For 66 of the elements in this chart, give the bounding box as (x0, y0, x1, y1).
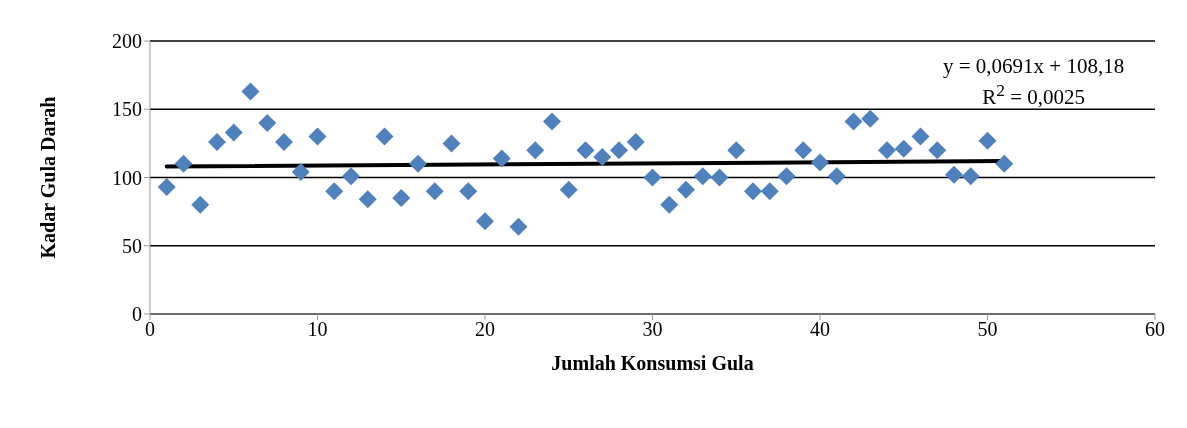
point (157, 178, 176, 197)
point (409, 154, 427, 173)
y-tick-label: 200 (112, 30, 142, 53)
y-axis-title: Kadar Gula Darah (37, 96, 60, 259)
y-tick-label: 100 (112, 166, 142, 189)
point (476, 212, 494, 231)
point (811, 153, 829, 172)
annotation: R$^{2}$ = 0,0025 (981, 79, 1086, 109)
x-tick-label: 60 (1145, 318, 1165, 341)
point (543, 112, 561, 131)
point (425, 182, 444, 201)
point (208, 133, 226, 152)
point (878, 141, 896, 160)
point (945, 165, 963, 184)
y-tick-label: 0 (132, 303, 142, 326)
y-tick-label: 50 (122, 234, 142, 257)
point (693, 167, 712, 186)
point (291, 163, 310, 182)
x-tick-label: 30 (642, 318, 663, 341)
point (459, 182, 478, 201)
point (392, 188, 411, 207)
annotation: y = 0,0691x + 108,18 (943, 54, 1125, 78)
point (710, 168, 729, 187)
point (258, 113, 277, 132)
point (442, 134, 461, 153)
point (174, 154, 193, 173)
point (626, 133, 645, 152)
point (911, 127, 930, 146)
point (978, 131, 997, 150)
point (593, 148, 612, 167)
x-tick-label: 10 (307, 318, 328, 341)
point (727, 141, 746, 160)
x-axis-title: Jumlah Konsumsi Gula (551, 352, 754, 374)
x-tick-label: 20 (475, 318, 495, 341)
point (760, 182, 779, 201)
point (794, 141, 813, 160)
x-tick-label: 40 (810, 318, 830, 341)
point (744, 182, 762, 201)
point (660, 195, 679, 214)
y-tick-label: 150 (112, 98, 142, 121)
point (961, 167, 980, 186)
point (358, 190, 377, 209)
point (191, 195, 210, 214)
point (559, 180, 578, 199)
x-tick-label: 50 (977, 318, 998, 341)
point (342, 167, 360, 186)
point (275, 133, 293, 152)
point (928, 141, 947, 160)
point (677, 180, 695, 199)
point (827, 167, 846, 186)
point (241, 82, 260, 101)
point (777, 167, 796, 186)
point (610, 141, 628, 160)
point (861, 109, 880, 128)
point (894, 139, 913, 158)
point (995, 154, 1014, 173)
point (492, 149, 511, 168)
point (526, 141, 545, 160)
point (643, 168, 662, 187)
point (308, 127, 327, 146)
point (375, 127, 394, 146)
point (509, 217, 528, 236)
point (325, 182, 344, 201)
point (224, 123, 243, 142)
point (576, 141, 595, 160)
point (844, 112, 863, 131)
